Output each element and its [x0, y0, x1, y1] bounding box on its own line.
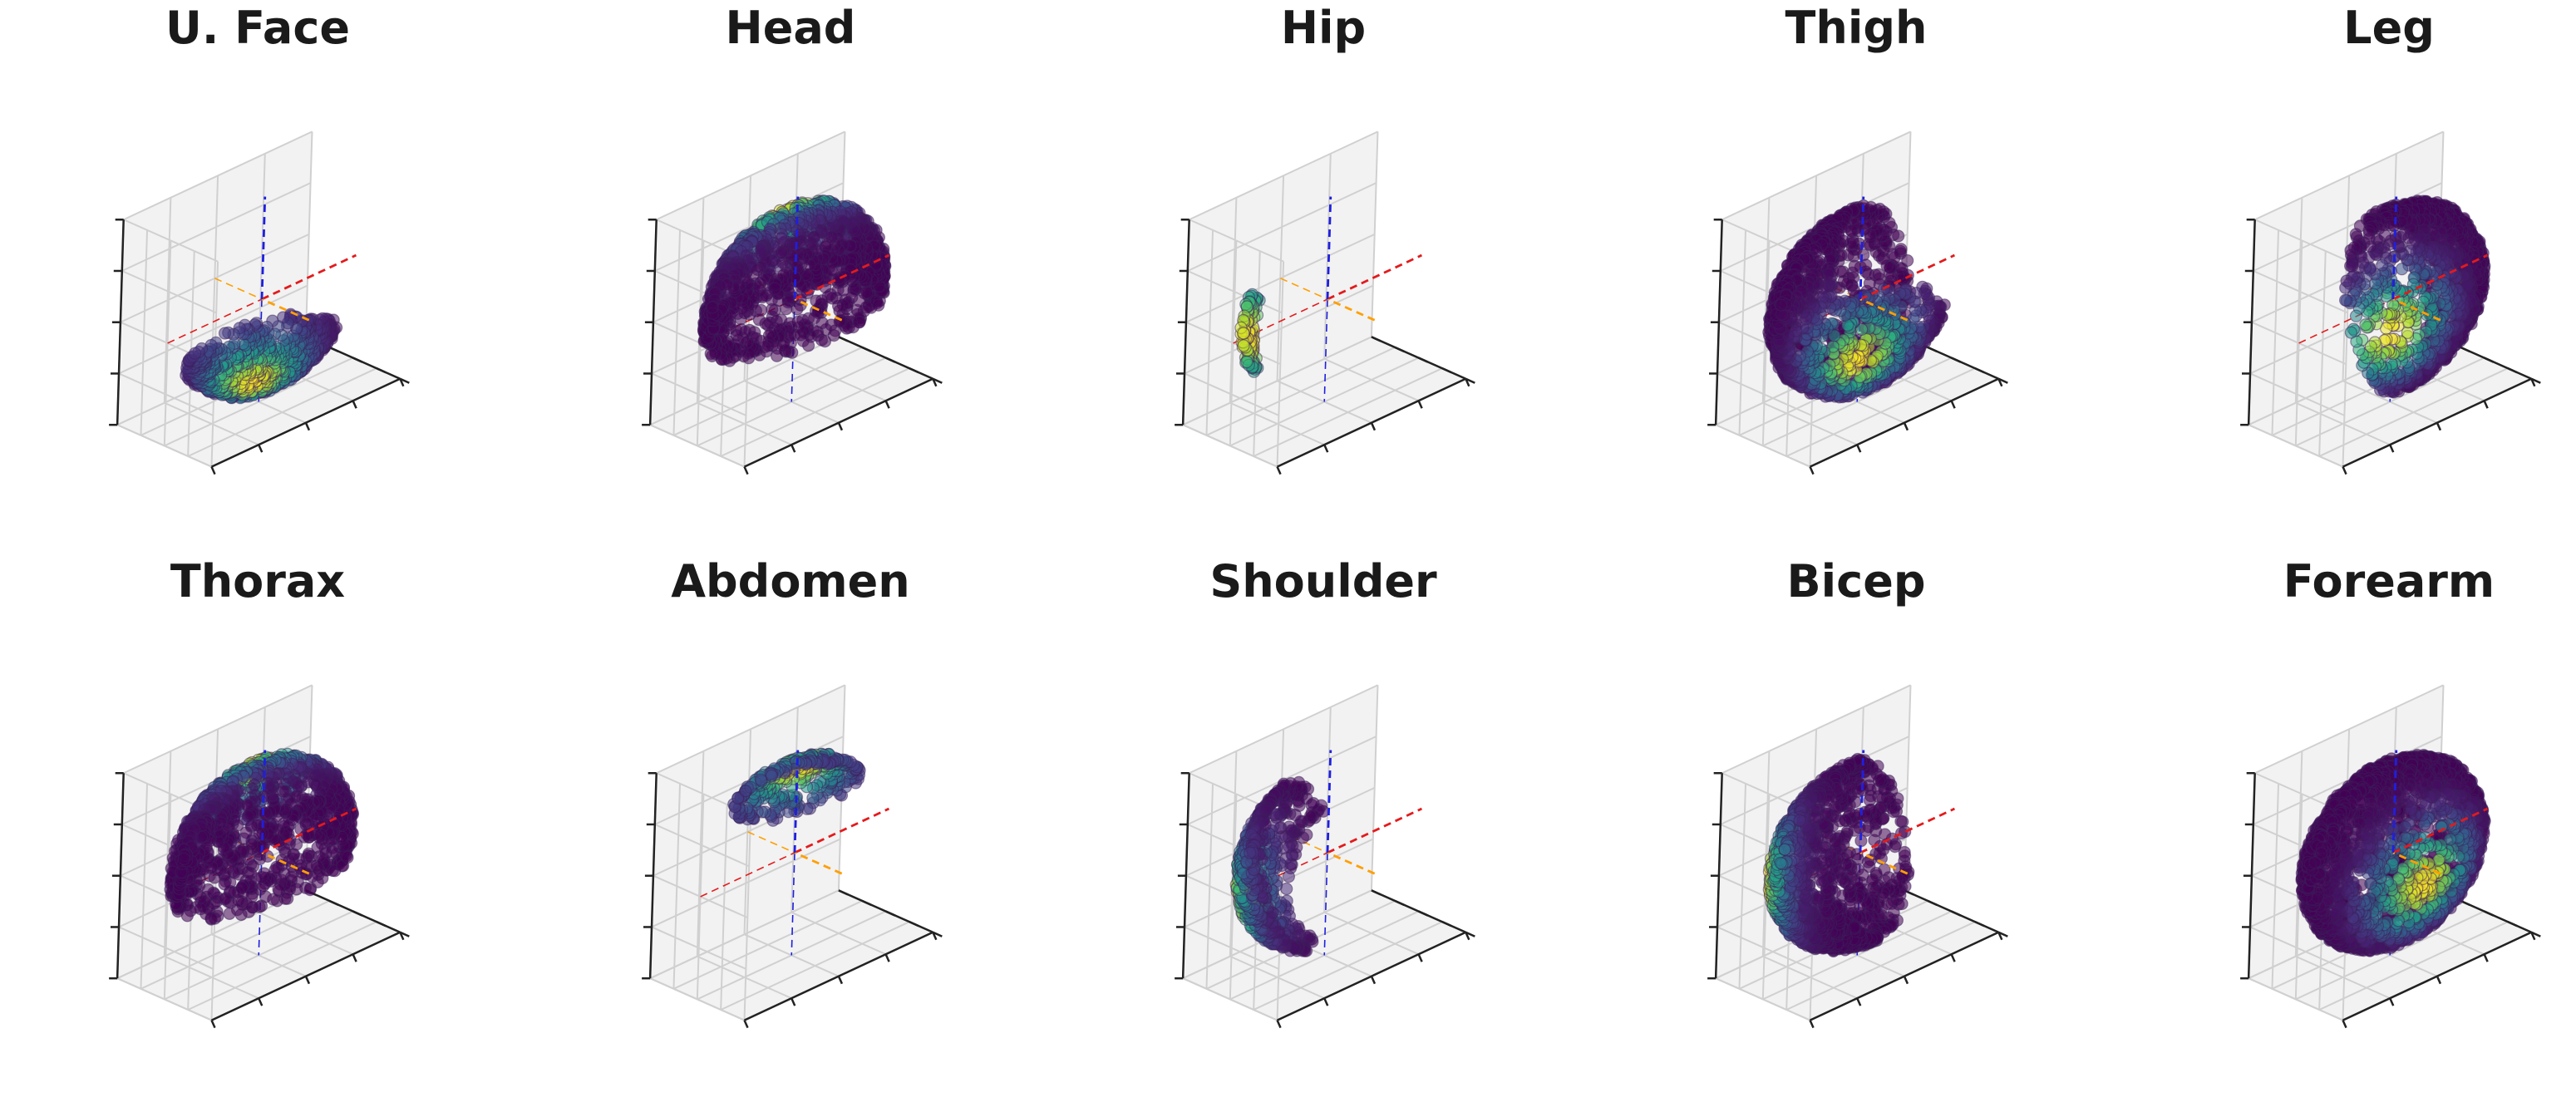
x-axis-neg-line — [167, 298, 263, 344]
x-axis-neg-line — [2298, 298, 2394, 344]
data-point — [1775, 298, 1788, 312]
axis-spines — [642, 218, 943, 475]
subplot-title: Thigh — [1785, 2, 1928, 54]
data-point — [1237, 327, 1250, 340]
subplot-hip: Hip — [1066, 0, 1581, 554]
y-axis-neg-line — [1327, 298, 1376, 322]
data-point — [872, 298, 885, 312]
scatter-points — [697, 194, 892, 367]
y-axis-neg-line — [794, 298, 843, 322]
z-axis-pos-line — [793, 196, 800, 300]
scatter-points — [1762, 199, 1951, 404]
y-axis-pos-line — [1279, 278, 1328, 300]
axes-3d — [109, 130, 410, 475]
axis-spines — [1175, 218, 1475, 475]
data-point — [768, 282, 781, 295]
data-point — [704, 347, 717, 361]
data-point — [1240, 355, 1254, 368]
subplot-leg: Leg — [2131, 0, 2576, 554]
x-axis-pos-line — [1327, 253, 1422, 301]
axes-3d — [2240, 130, 2541, 475]
subplot-title: Hip — [1280, 2, 1367, 54]
z-axis-pos-line — [260, 196, 267, 300]
z-axis-pos-line — [1326, 196, 1332, 300]
subplot-title: Head — [725, 2, 856, 54]
data-point — [1855, 322, 1869, 336]
y-axis-pos-line — [214, 278, 263, 300]
x-axis-pos-line — [794, 253, 889, 301]
data-point — [188, 347, 202, 360]
subplot-thigh: Thigh — [1598, 0, 2114, 554]
z-axis-pos-line — [1859, 196, 1865, 300]
scatter-points — [2339, 194, 2491, 399]
subplot-title: U. Face — [165, 2, 350, 54]
y-axis-neg-line — [1859, 298, 1909, 322]
scatter-points — [1234, 288, 1266, 378]
axes-3d — [1175, 130, 1475, 475]
axis-spines — [2240, 218, 2541, 475]
axes-3d — [1707, 130, 2008, 475]
data-point — [1237, 339, 1250, 352]
scatter-points — [180, 308, 343, 405]
subplot-head: Head — [533, 0, 1048, 554]
axes-3d — [642, 130, 943, 475]
z-axis-neg-line — [1323, 298, 1328, 402]
x-axis-pos-line — [1859, 253, 1955, 301]
subplot-title: Leg — [2343, 2, 2435, 54]
data-point — [706, 301, 719, 314]
x-axis-pos-line — [261, 253, 357, 301]
data-point — [832, 272, 845, 285]
data-point — [218, 327, 232, 340]
data-point — [810, 294, 823, 308]
y-axis-neg-line — [261, 298, 310, 322]
subplot-u-face: U. Face — [0, 0, 515, 554]
